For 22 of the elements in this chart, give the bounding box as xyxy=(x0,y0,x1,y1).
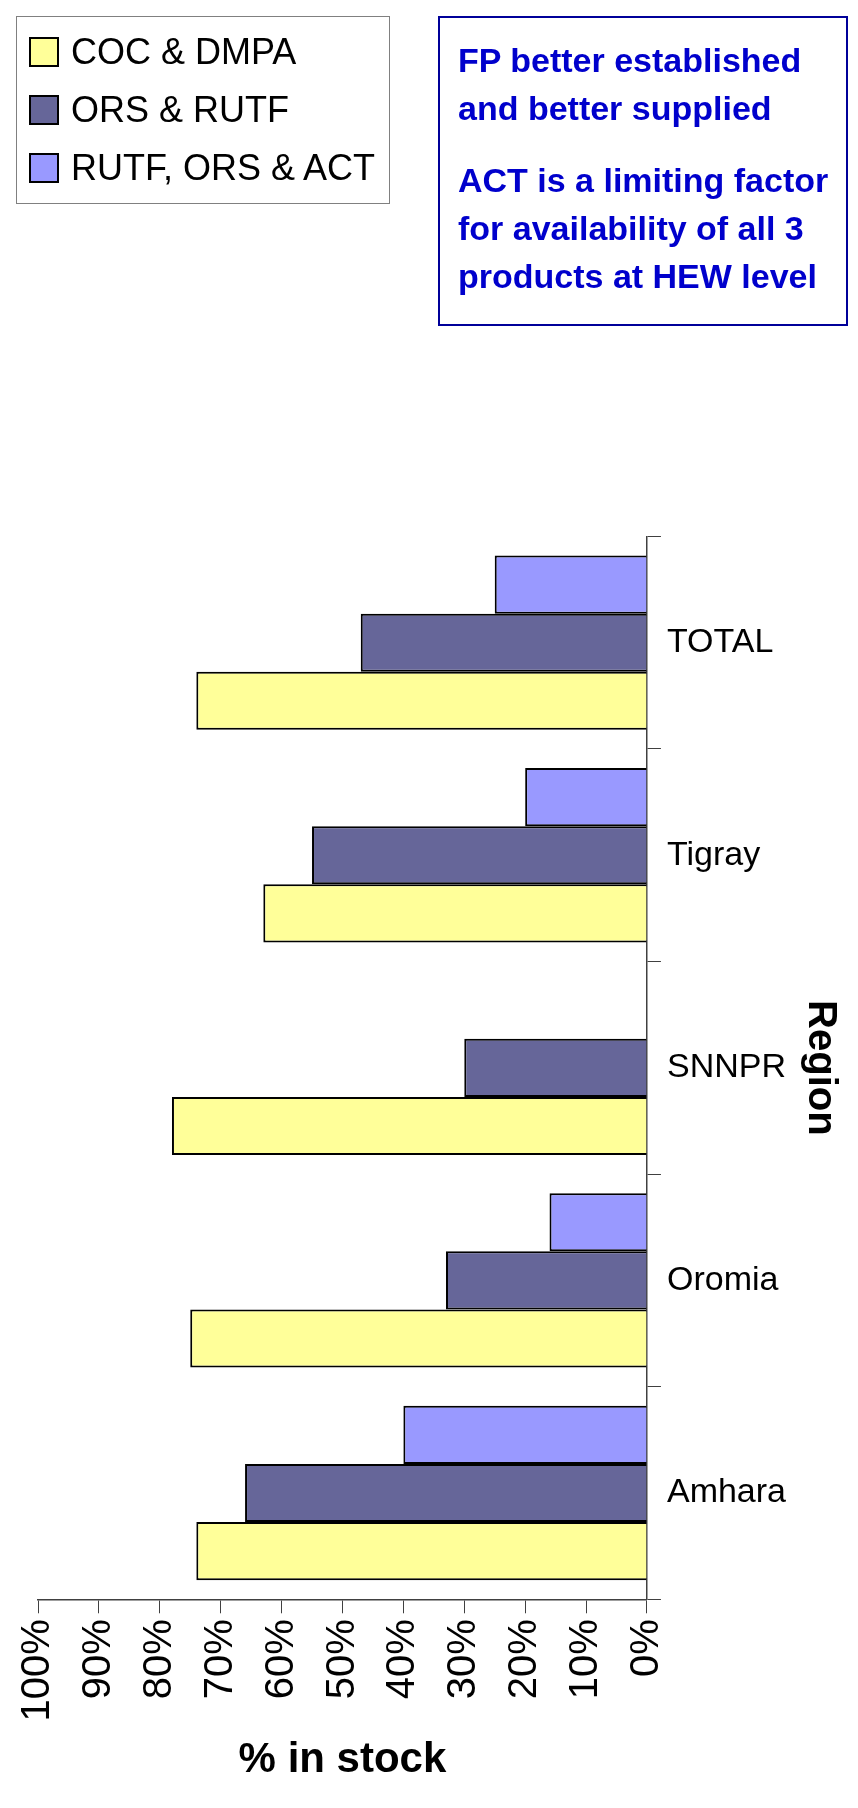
x-tick-label: 50% xyxy=(317,1619,362,1700)
legend-label: RUTF, ORS & ACT xyxy=(71,147,376,189)
legend-label: COC & DMPA xyxy=(71,31,297,73)
y-axis-title: Region xyxy=(800,1000,845,1136)
y-tick-label: TOTAL xyxy=(666,621,774,660)
x-tick-label: 30% xyxy=(439,1619,484,1700)
x-tick-label: 10% xyxy=(561,1619,606,1700)
x-tick-label: 80% xyxy=(134,1619,179,1700)
x-tick-label: 40% xyxy=(378,1619,423,1700)
x-tick-label: 0% xyxy=(621,1619,666,1678)
x-tick-label: 90% xyxy=(73,1619,118,1700)
x-axis-title: % in stock xyxy=(238,1734,447,1782)
x-tick-label: 20% xyxy=(500,1619,545,1700)
y-tick-label: SNNPR xyxy=(666,1046,786,1085)
y-tick-label: Oromia xyxy=(666,1258,779,1297)
x-tick-label: 60% xyxy=(256,1619,301,1700)
y-tick-label: Tigray xyxy=(666,833,761,872)
x-tick-label: 100% xyxy=(13,1619,58,1722)
text-box: FP better established and better supplied ACT is a limiting factor for availability of all 3 products at HEW level xyxy=(438,16,848,326)
legend-label: ORS & RUTF xyxy=(71,89,290,131)
x-tick-label: 70% xyxy=(195,1619,240,1700)
y-tick-label: Amhara xyxy=(666,1471,787,1510)
